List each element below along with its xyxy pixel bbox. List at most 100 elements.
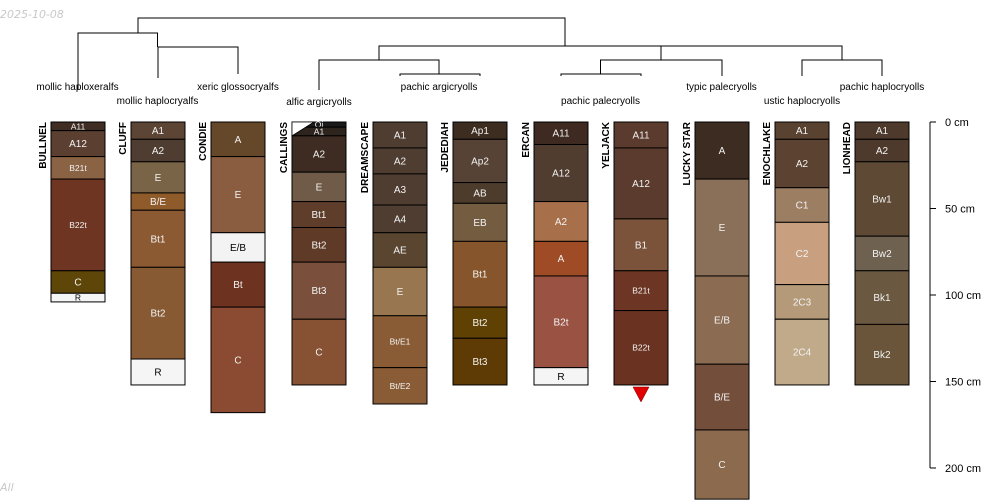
horizon-bk1 — [854, 270, 910, 325]
horizon-label: A2 — [555, 217, 568, 228]
horizon-label: A4 — [394, 214, 407, 225]
horizon-c — [210, 306, 266, 414]
horizon-a2 — [372, 147, 428, 175]
subgroup-label: typic palecryolls — [686, 82, 757, 93]
horizon-a2 — [533, 201, 589, 242]
horizon-label: Ap2 — [471, 156, 489, 167]
horizon-label: C — [315, 348, 322, 359]
horizon-label: A12 — [632, 179, 650, 190]
profile-name: BULLNEL — [38, 122, 49, 169]
profile-jedediah: Ap1 Ap2 AB EB Bt1 Bt2 Bt3 JEDEDIAH — [440, 121, 508, 386]
horizon-e — [694, 178, 750, 277]
horizon-label: A2 — [313, 150, 326, 161]
subgroup-label: pachic palecryolls — [561, 96, 640, 107]
horizon-label: Bk1 — [873, 293, 891, 304]
horizon-label: A11 — [632, 130, 649, 141]
horizon-label: A11 — [71, 121, 86, 131]
horizon-label: Bw1 — [872, 194, 892, 205]
horizon-label: Bt1 — [472, 270, 487, 281]
horizon-r — [533, 367, 589, 386]
horizon-label: Bw2 — [872, 249, 892, 260]
horizon-bt-e2 — [372, 367, 428, 405]
horizon-bt3 — [452, 337, 508, 386]
horizon-b2t — [533, 275, 589, 369]
profile-name: CLUFF — [118, 122, 129, 155]
o-horizon-wedge — [291, 121, 316, 137]
axis-tick-label: 200 cm — [945, 463, 981, 475]
horizon-label: E — [155, 173, 162, 184]
horizon-label: A — [558, 254, 565, 265]
profile-yeljack: A11 A12 B1 B21t B22t YELJACK — [601, 121, 669, 386]
profile-ercan: A11 A12 A2 A B2t R ERCAN — [521, 121, 589, 386]
profile-name: CONDIE — [198, 122, 209, 161]
horizon-bt3 — [291, 261, 347, 320]
horizon-label: Bt2 — [311, 240, 326, 251]
profile-lucky-star: A E E/B B/E C LUCKY STAR — [682, 121, 750, 500]
horizon-label: Bt1 — [311, 210, 326, 221]
horizon-label: E — [397, 287, 404, 298]
horizon-b22t — [613, 310, 669, 386]
horizon-a2 — [774, 138, 830, 189]
horizon-label: Bk2 — [873, 350, 891, 361]
horizon-eb — [452, 202, 508, 242]
profile-name: LUCKY STAR — [682, 121, 693, 185]
horizon-label: Bt1 — [150, 234, 165, 245]
subgroup-labels: mollic haploxeralfs mollic haplocryalfs xe… — [36, 82, 924, 108]
horizon-label: Ap1 — [471, 126, 489, 137]
horizon-label: Oi — [315, 120, 324, 130]
horizon-label: A1 — [314, 126, 325, 136]
axis-tick-label: 100 cm — [945, 290, 981, 302]
horizon-e — [130, 161, 186, 194]
dendrogram-branch — [137, 17, 566, 46]
horizon-label: AB — [473, 188, 487, 199]
horizon-label: B/E — [150, 197, 166, 208]
horizon-label: C1 — [796, 201, 809, 212]
horizon-b22t — [50, 178, 106, 272]
horizon-label: A1 — [152, 126, 165, 137]
profile-name: JEDEDIAH — [440, 122, 451, 173]
horizon-label: C — [234, 355, 241, 366]
horizon-label: A1 — [876, 126, 889, 137]
dendrogram-branch — [399, 73, 481, 76]
horizon-ap2 — [452, 138, 508, 184]
profile-lionhead: A1 A2 Bw1 Bw2 Bk1 Bk2 LIONHEAD — [842, 121, 910, 386]
profile-cluff: A1 A2 E B/E Bt1 Bt2 R CLUFF — [118, 121, 186, 386]
horizon-label: A2 — [876, 146, 889, 157]
horizon-label: 2C4 — [793, 348, 812, 359]
profile-bullnel: A11 A12 B21t B22t CR BULLNEL — [38, 121, 106, 303]
horizon-bt2 — [291, 227, 347, 263]
profile-dreamscape: A1 A2 A3 A4 AE E Bt/E1 Bt/E2 DREAMSCAPE — [360, 121, 428, 405]
horizon-label: C2 — [796, 249, 809, 260]
profile-name: ERCAN — [521, 122, 532, 158]
horizon-label: B2t — [553, 317, 568, 328]
dendrogram-branch — [77, 32, 158, 90]
horizon-label: R — [154, 367, 161, 378]
dendrogram-branch — [560, 73, 642, 76]
date-stamp: 2025-10-08 — [0, 8, 64, 21]
horizon-label: Bt3 — [472, 357, 487, 368]
horizon-bt1 — [130, 209, 186, 268]
horizon-e-b — [694, 275, 750, 365]
horizon-label: Bt — [233, 280, 243, 291]
footer-label: All — [0, 481, 14, 494]
horizon-label: A2 — [796, 159, 809, 170]
horizon-b1 — [613, 218, 669, 272]
horizon-label: R — [557, 372, 564, 383]
profile-name: LIONHEAD — [842, 122, 853, 174]
horizon-label: E — [235, 190, 242, 201]
horizon-2c4 — [774, 318, 830, 386]
axis-tick-label: 150 cm — [945, 377, 981, 389]
dendrogram-branch — [378, 45, 661, 60]
horizon-label: A1 — [394, 130, 407, 141]
horizon-c — [291, 318, 347, 386]
horizon-label: E — [719, 223, 726, 234]
horizon-label: B22t — [69, 220, 87, 230]
horizon-label: Bt/E1 — [390, 337, 411, 347]
dendrogram-branch — [801, 59, 883, 76]
horizon-bt — [210, 261, 266, 308]
horizon-label: B1 — [635, 240, 648, 251]
subgroup-label: ustic haplocryolls — [764, 96, 840, 107]
